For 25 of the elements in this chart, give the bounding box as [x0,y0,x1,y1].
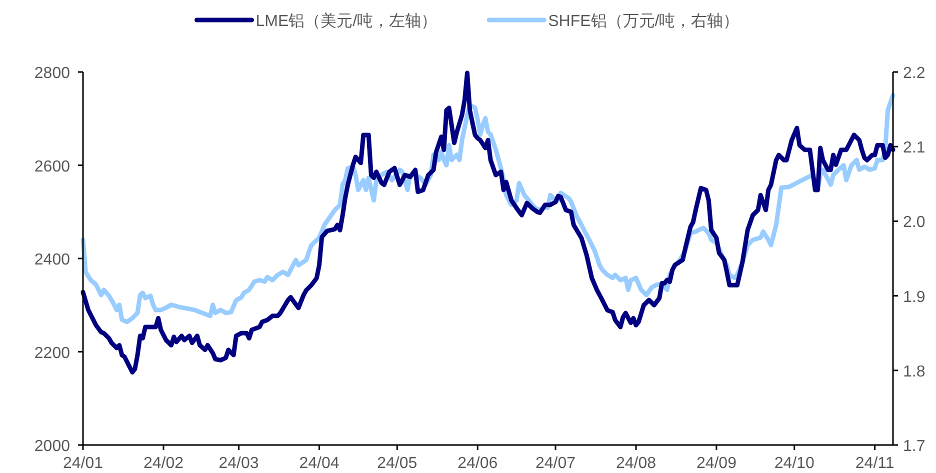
x-tick-label: 24/10 [774,455,814,472]
x-tick-label: 24/06 [458,455,498,472]
y2-tick-label: 1.7 [903,438,926,455]
x-tick-label: 24/07 [535,455,576,472]
x-tick-label: 24/09 [696,455,737,472]
y-tick-label: 2400 [34,252,70,268]
y2-tick-label: 2.1 [903,140,926,157]
x-tick-label: 24/02 [143,455,184,472]
y2-tick-label: 1.8 [903,363,926,380]
y-tick-label: 2600 [34,158,70,176]
y2-tick-label: 2.0 [903,214,926,232]
y-tick-label: 2200 [34,344,70,362]
x-tick-label: 24/01 [62,455,104,472]
legend-label: SHFE铝（万元/吨，右轴） [548,12,740,30]
x-tick-label: 24/05 [377,455,418,472]
x-tick-label: 24/03 [218,455,259,472]
x-tick-label: 24/08 [616,455,656,472]
y2-tick-label: 2.2 [903,65,926,82]
y-tick-label: 2800 [34,65,70,82]
legend-label: LME铝（美元/吨，左轴） [256,12,438,30]
line-series [80,70,896,375]
y-tick-label: 2000 [34,438,70,455]
y2-tick-label: 1.9 [903,288,926,306]
x-tick-label: 24/04 [299,455,340,472]
x-tick-label: 24/11 [855,455,894,472]
